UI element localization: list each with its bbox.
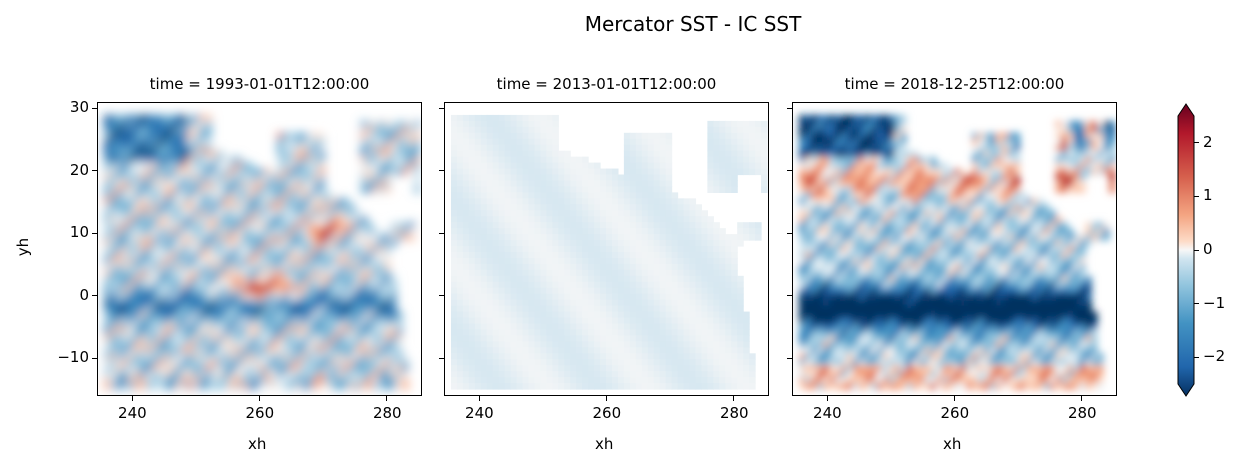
heatmap-panel-2013 bbox=[444, 102, 769, 396]
x-tick bbox=[259, 396, 260, 401]
colorbar-tick-label: −1 bbox=[1203, 293, 1226, 312]
heatmap-2018 bbox=[798, 114, 1116, 390]
heatmap-panel-2018 bbox=[792, 102, 1117, 396]
colorbar-tick bbox=[1194, 249, 1199, 251]
y-tick bbox=[439, 232, 444, 234]
x-tick-label: 260 bbox=[592, 404, 622, 422]
colorbar-tick bbox=[1194, 195, 1199, 197]
x-tick bbox=[954, 396, 955, 401]
colorbar bbox=[1177, 103, 1195, 397]
colorbar-tick bbox=[1194, 356, 1199, 358]
y-tick bbox=[787, 107, 792, 109]
panel-title-2: time = 2013-01-01T12:00:00 bbox=[496, 75, 717, 93]
x-tick-label: 240 bbox=[465, 404, 494, 422]
y-tick bbox=[92, 232, 97, 234]
y-axis-label: yh bbox=[14, 237, 33, 257]
y-tick bbox=[92, 107, 97, 109]
y-tick bbox=[787, 295, 792, 297]
x-tick-label: 240 bbox=[813, 404, 842, 422]
colorbar-tick-label: 0 bbox=[1203, 240, 1213, 258]
colorbar-tick-label: 1 bbox=[1203, 186, 1213, 205]
x-axis-label-1: xh bbox=[248, 435, 267, 453]
colorbar-tick bbox=[1194, 142, 1199, 144]
x-tick bbox=[386, 396, 388, 401]
x-axis-label-3: xh bbox=[943, 435, 962, 453]
colorbar-tick bbox=[1194, 303, 1199, 305]
y-tick-label: 30 bbox=[69, 98, 89, 117]
x-tick bbox=[733, 396, 735, 401]
colorbar-tick-label: 2 bbox=[1203, 132, 1213, 151]
heatmap-panel-1993 bbox=[97, 102, 422, 396]
x-tick bbox=[606, 396, 607, 401]
y-tick bbox=[92, 170, 97, 172]
colorbar-body bbox=[1177, 103, 1195, 397]
y-tick bbox=[439, 170, 444, 172]
y-tick bbox=[439, 107, 444, 109]
y-tick bbox=[787, 357, 792, 359]
y-tick bbox=[787, 170, 792, 172]
y-tick-label: 0 bbox=[79, 285, 89, 304]
figure-title: Mercator SST - IC SST bbox=[584, 12, 802, 36]
x-tick-label: 280 bbox=[719, 404, 749, 422]
x-tick bbox=[478, 396, 480, 401]
y-tick bbox=[787, 232, 792, 234]
x-tick-label: 240 bbox=[118, 404, 147, 422]
y-tick-label: 10 bbox=[69, 223, 89, 242]
heatmap-1993 bbox=[103, 114, 421, 390]
colorbar-tick-label: −2 bbox=[1203, 347, 1226, 366]
x-tick-label: 260 bbox=[245, 404, 275, 422]
y-tick bbox=[92, 295, 97, 297]
y-tick bbox=[439, 295, 444, 297]
panel-title-1: time = 1993-01-01T12:00:00 bbox=[149, 75, 370, 93]
x-tick bbox=[131, 396, 133, 401]
x-tick-label: 260 bbox=[940, 404, 970, 422]
y-tick-label: 20 bbox=[69, 160, 89, 179]
y-tick-label: −10 bbox=[57, 348, 89, 367]
heatmap-2013 bbox=[450, 114, 768, 390]
x-tick-label: 280 bbox=[1067, 404, 1097, 422]
x-axis-label-2: xh bbox=[595, 435, 614, 453]
x-tick bbox=[826, 396, 828, 401]
y-tick bbox=[92, 357, 97, 359]
x-tick-label: 280 bbox=[372, 404, 402, 422]
panel-title-3: time = 2018-12-25T12:00:00 bbox=[844, 75, 1065, 93]
x-tick bbox=[1081, 396, 1083, 401]
y-tick bbox=[439, 357, 444, 359]
